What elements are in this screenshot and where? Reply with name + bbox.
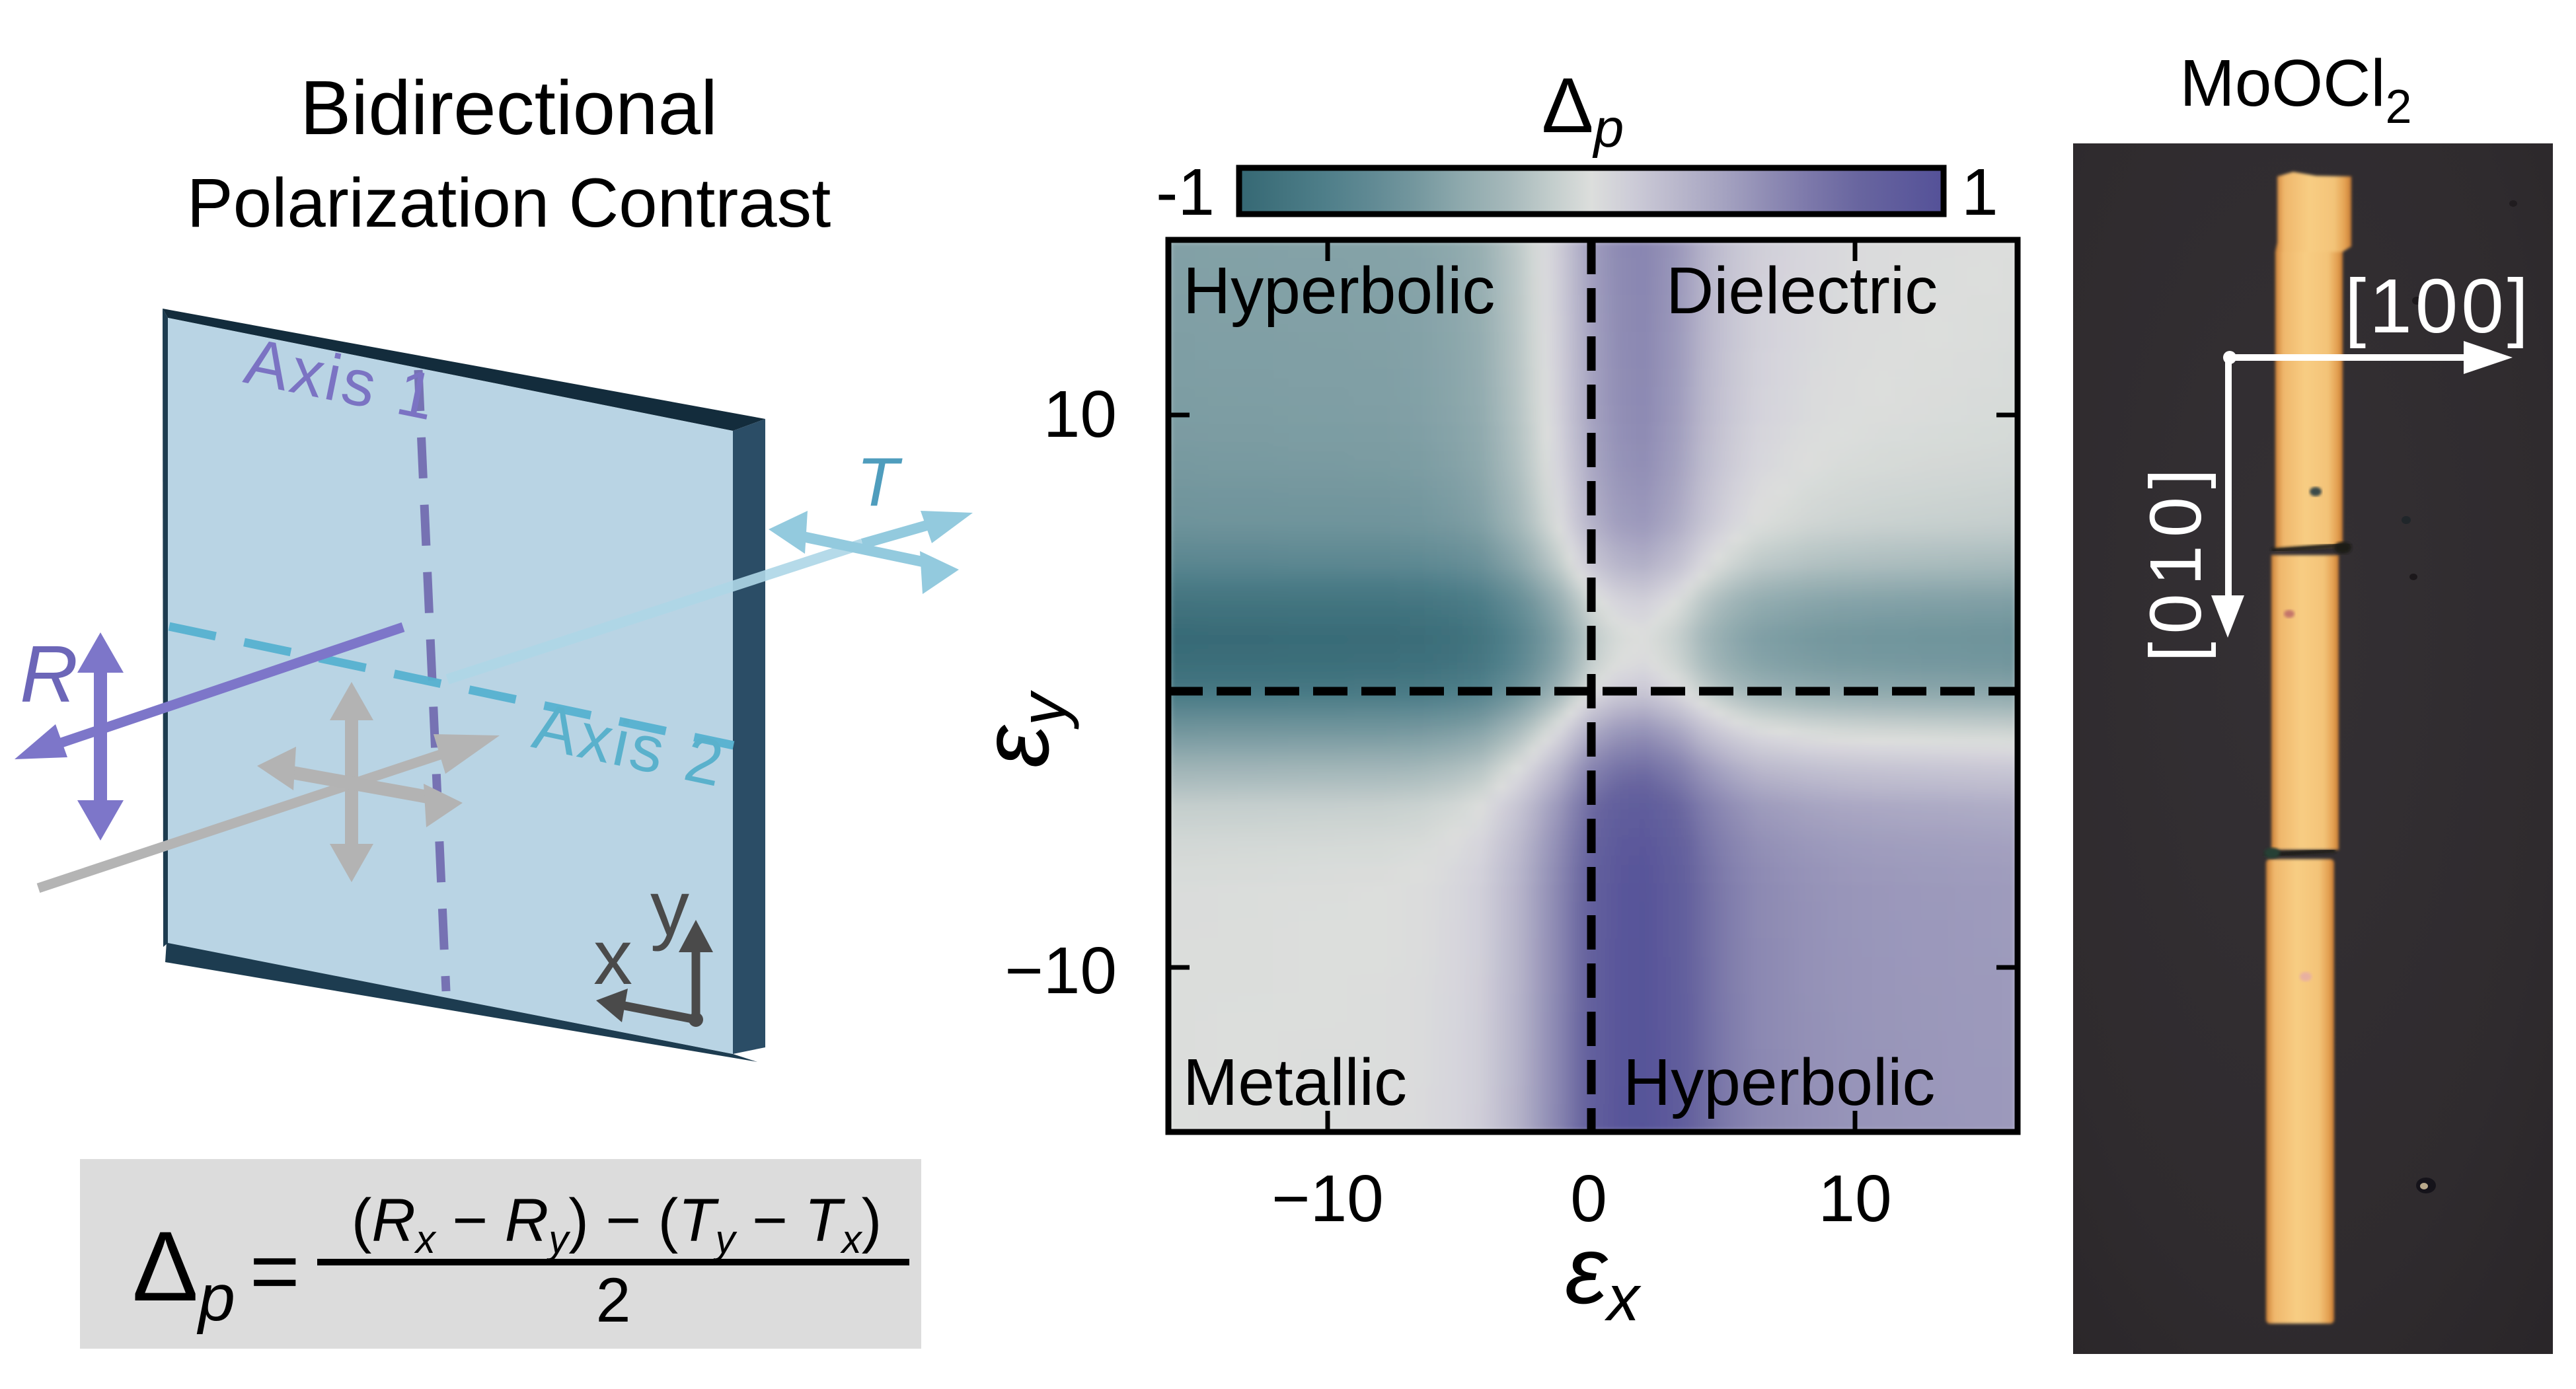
- svg-text:y: y: [650, 865, 689, 952]
- svg-text:R: R: [20, 629, 78, 719]
- svg-text:10: 10: [1043, 377, 1117, 451]
- svg-text:Hyperbolic: Hyperbolic: [1623, 1045, 1935, 1119]
- svg-text:Δp: Δp: [1542, 62, 1624, 159]
- svg-text:-1: -1: [1156, 155, 1215, 229]
- svg-text:−10: −10: [1271, 1162, 1384, 1236]
- svg-text:εx: εx: [1565, 1217, 1642, 1334]
- svg-text:Polarization Contrast: Polarization Contrast: [187, 165, 831, 242]
- svg-text:Dielectric: Dielectric: [1666, 254, 1938, 328]
- svg-text:Metallic: Metallic: [1183, 1045, 1407, 1119]
- svg-text:−10: −10: [1004, 934, 1117, 1008]
- svg-text:εy: εy: [962, 690, 1079, 768]
- svg-text:x: x: [593, 914, 632, 1001]
- svg-text:[100]: [100]: [2345, 263, 2532, 349]
- svg-text:10: 10: [1818, 1162, 1891, 1236]
- svg-text:(Rx − Ry) − (Ty − Tx): (Rx − Ry) − (Ty − Tx): [352, 1187, 882, 1261]
- svg-text:1: 1: [1961, 155, 1998, 229]
- svg-text:0: 0: [1570, 1162, 1607, 1236]
- svg-text:2: 2: [596, 1265, 631, 1335]
- svg-text:T: T: [856, 444, 903, 521]
- svg-text:Bidirectional: Bidirectional: [300, 65, 718, 151]
- svg-text:Hyperbolic: Hyperbolic: [1183, 254, 1495, 328]
- svg-text:[010]: [010]: [2135, 461, 2216, 662]
- svg-text:MoOCl2: MoOCl2: [2179, 46, 2411, 133]
